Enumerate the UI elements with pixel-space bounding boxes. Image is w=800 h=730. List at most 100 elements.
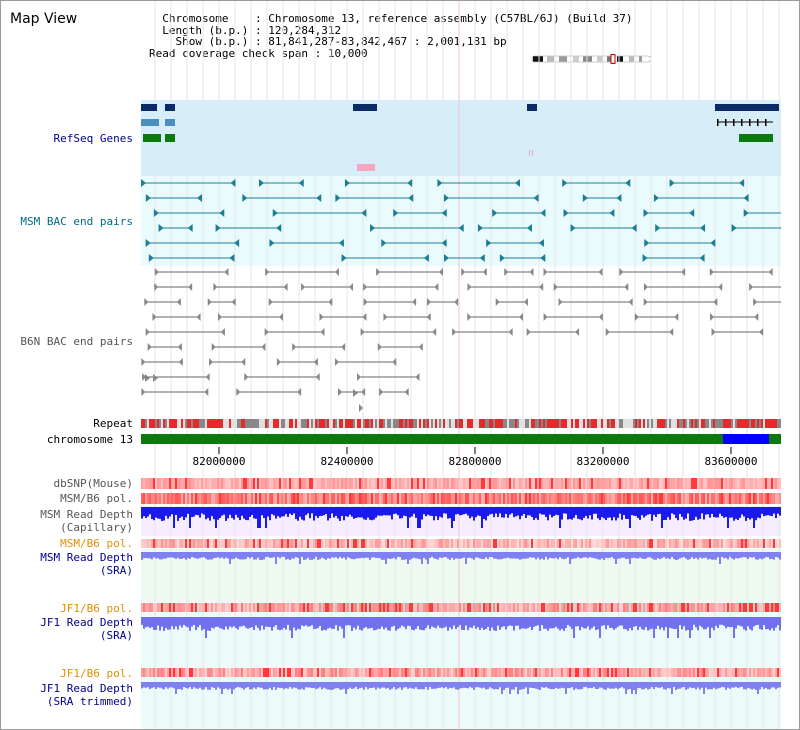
polymorphism-cell — [279, 668, 281, 677]
polymorphism-cell — [529, 668, 531, 677]
read-depth-bar — [685, 507, 687, 519]
chromosome-bar-highlight — [723, 434, 769, 444]
read-depth-bar — [625, 617, 627, 630]
read-depth-bar — [773, 552, 775, 560]
track-label-chromosome[interactable]: chromosome 13 — [46, 433, 133, 446]
polymorphism-cell — [423, 539, 425, 548]
read-depth-bar — [531, 507, 533, 518]
polymorphism-cell — [453, 668, 455, 677]
read-depth-bar — [221, 617, 223, 629]
read-depth-bar — [509, 507, 511, 515]
read-depth-bar — [451, 617, 453, 630]
repeat-mark — [389, 419, 391, 428]
read-depth-bar — [735, 507, 737, 519]
repeat-mark — [527, 419, 529, 428]
polymorphism-cell — [239, 478, 241, 489]
read-depth-bar — [491, 552, 493, 558]
read-depth-bar — [415, 682, 417, 688]
repeat-mark — [407, 419, 409, 428]
b6n-bac-end — [519, 313, 524, 321]
show-value: 81,841,287-83,842,467 : 2,001,181 bp — [268, 35, 507, 48]
polymorphism-cell — [519, 539, 521, 548]
read-depth-bar — [513, 552, 515, 559]
polymorphism-cell — [681, 493, 683, 504]
track-label-b6n-bac[interactable]: B6N BAC end pairs — [20, 335, 133, 348]
polymorphism-cell — [187, 493, 189, 504]
read-depth-bar — [363, 682, 365, 690]
tracks-canvas[interactable] — [137, 1, 785, 730]
read-depth-bar — [703, 682, 705, 694]
polymorphism-cell — [681, 478, 683, 489]
track-label-jf1-b6-pol-trim[interactable]: JF1/B6 pol. — [60, 667, 133, 680]
track-label-repeat[interactable]: Repeat — [93, 417, 133, 430]
b6n-bac-end — [224, 268, 229, 276]
track-label-refseq[interactable]: RefSeq Genes — [53, 132, 133, 145]
refseq-gene — [165, 134, 175, 142]
track-label-jf1-depth[interactable]: JF1 Read Depth — [40, 616, 133, 629]
read-depth-bar — [595, 552, 597, 559]
track-label-jf1-depth-trim[interactable]: JF1 Read Depth — [40, 682, 133, 695]
polymorphism-cell — [351, 603, 353, 612]
polymorphism-cell — [447, 603, 449, 612]
chromosome-ideogram[interactable] — [531, 54, 652, 64]
read-depth-bar — [459, 552, 461, 559]
read-depth-bar — [483, 682, 485, 688]
repeat-mark — [675, 419, 677, 428]
polymorphism-cell — [457, 493, 459, 504]
read-depth-bar — [737, 507, 739, 520]
polymorphism-cell — [455, 539, 457, 548]
polymorphism-cell — [193, 603, 195, 612]
read-depth-bar — [353, 552, 355, 560]
polymorphism-cell — [233, 603, 235, 612]
polymorphism-cell — [335, 478, 337, 489]
msm-bac-end — [643, 209, 649, 217]
polymorphism-cell — [573, 603, 575, 612]
read-depth-bar — [481, 682, 483, 689]
polymorphism-cell — [695, 478, 697, 489]
read-depth-bar — [507, 617, 509, 627]
read-depth-bar — [255, 552, 257, 560]
read-depth-bar — [607, 617, 609, 626]
read-depth-bar — [655, 617, 657, 629]
polymorphism-cell — [717, 668, 719, 677]
polymorphism-cell — [507, 539, 509, 548]
polymorphism-cell — [641, 668, 643, 677]
repeat-mark — [643, 419, 645, 428]
b6n-bac-end — [241, 358, 246, 366]
polymorphism-cell — [323, 668, 325, 677]
polymorphism-cell — [405, 668, 407, 677]
polymorphism-cell — [217, 539, 219, 548]
polymorphism-cell — [359, 493, 361, 504]
polymorphism-cell — [171, 668, 173, 677]
polymorphism-cell — [593, 493, 595, 504]
read-depth-bar — [743, 507, 745, 517]
read-depth-bar — [145, 552, 147, 558]
track-label-msm-b6-pol[interactable]: MSM/B6 pol. — [60, 492, 133, 505]
polymorphism-cell — [685, 668, 687, 677]
read-depth-bar — [251, 682, 253, 690]
read-depth-bar — [667, 507, 669, 518]
polymorphism-cell — [585, 493, 587, 504]
repeat-mark — [513, 419, 515, 428]
track-label-msm-depth-sra[interactable]: MSM Read Depth — [40, 551, 133, 564]
read-depth-bar — [639, 507, 641, 520]
repeat-mark — [695, 419, 697, 428]
read-depth-bar — [345, 682, 347, 694]
read-depth-bar — [465, 617, 467, 626]
track-label-msm-depth-cap[interactable]: MSM Read Depth — [40, 508, 133, 521]
track-label-msm-b6-pol-sra[interactable]: MSM/B6 pol. — [60, 537, 133, 550]
axis-tick-label: 82800000 — [448, 455, 502, 468]
polymorphism-cell — [413, 668, 415, 677]
polymorphism-cell — [255, 668, 257, 677]
polymorphism-cell — [681, 668, 683, 677]
polymorphism-cell — [459, 603, 461, 612]
polymorphism-cell — [633, 478, 635, 489]
polymorphism-cell — [657, 603, 659, 612]
read-depth-bar — [347, 682, 349, 690]
read-depth-bar — [141, 682, 143, 689]
polymorphism-cell — [329, 603, 331, 612]
track-label-msm-bac[interactable]: MSM BAC end pairs — [20, 215, 133, 228]
polymorphism-cell — [543, 668, 545, 677]
track-label-jf1-b6-pol[interactable]: JF1/B6 pol. — [60, 602, 133, 615]
track-label-dbsnp[interactable]: dbSNP(Mouse) — [53, 477, 133, 490]
